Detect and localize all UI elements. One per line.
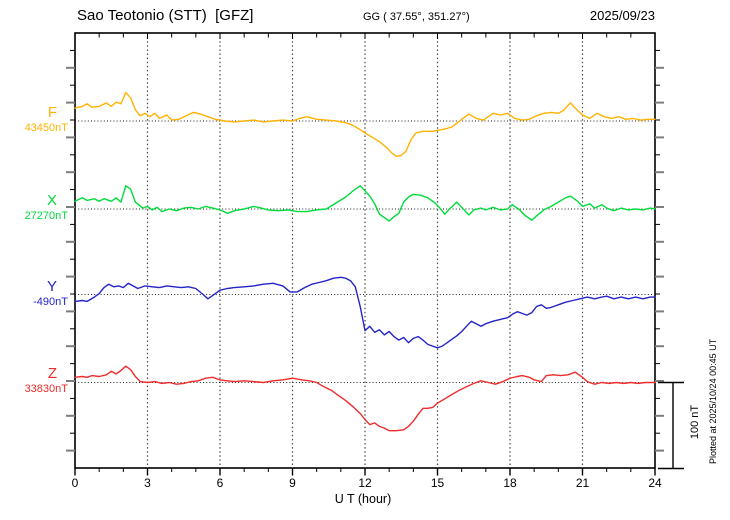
x-tick-label: 21 [575, 476, 590, 490]
page-title: Sao Teotonio (STT) [GFZ] [77, 7, 254, 24]
x-tick-label: 24 [648, 476, 662, 490]
observation-date: 2025/09/23 [589, 8, 655, 23]
x-tick-label: 6 [216, 476, 224, 490]
series-name-Y: Y [46, 278, 57, 295]
series-baseline-Z: 33830nT [24, 383, 68, 395]
x-tick-label: 15 [430, 476, 445, 490]
series-label-Y: Y -490nT [0, 277, 68, 309]
series-name-Z: Z [47, 365, 57, 382]
x-tick-label: 9 [289, 476, 296, 490]
x-tick-label: 18 [503, 476, 517, 490]
series-curve-Z [74, 365, 656, 432]
series-label-X: X 27270nT [0, 191, 68, 223]
series-name-F: F [47, 104, 57, 121]
plotted-at-note: Plotted at 2025/10/24 00:45 UT [708, 338, 718, 464]
geographic-coordinates: GG ( 37.55°, 351.27°) [363, 11, 470, 23]
x-tick-label: 12 [358, 476, 372, 490]
series-baseline-X: 27270nT [24, 210, 68, 222]
x-tick-label: 3 [144, 476, 151, 490]
series-name-X: X [46, 192, 57, 209]
x-tick-label: 0 [71, 476, 79, 490]
series-baseline-F: 43450nT [24, 122, 68, 134]
x-axis-label: U T (hour) [334, 492, 392, 506]
series-label-Z: Z 33830nT [0, 364, 68, 396]
series-curve-F [74, 91, 656, 158]
scale-bar-label: 100 nT [689, 404, 701, 440]
series-baseline-Y: -490nT [33, 296, 68, 308]
series-curve-X [74, 185, 656, 222]
series-curve-Y [74, 276, 656, 349]
series-label-F: F 43450nT [0, 103, 68, 135]
